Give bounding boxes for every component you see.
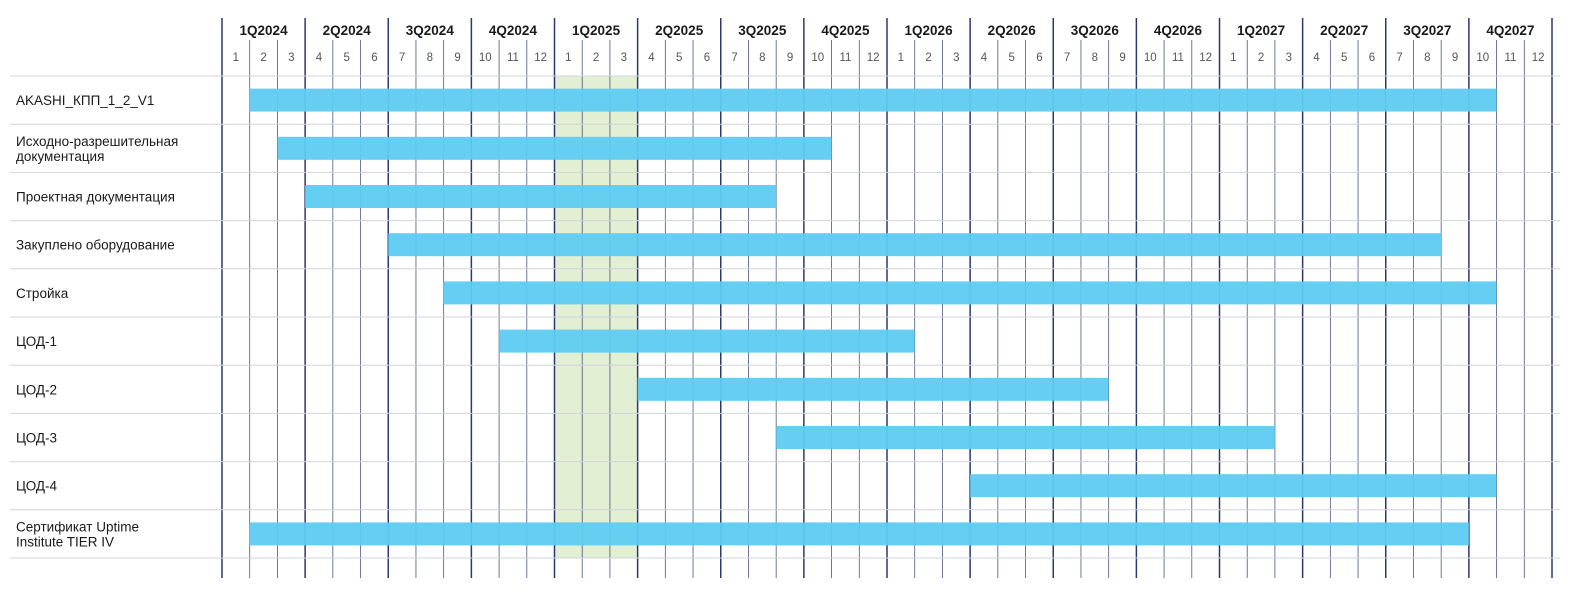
quarter-label: 2Q2024	[323, 23, 372, 38]
month-label: 5	[343, 52, 349, 64]
task-label: Проектная документация	[16, 190, 175, 205]
month-label: 8	[427, 52, 433, 64]
month-label: 3	[1286, 52, 1292, 64]
task-bar	[970, 474, 1497, 498]
month-label: 8	[1424, 52, 1430, 64]
month-label: 8	[759, 52, 765, 64]
quarter-label: 3Q2026	[1071, 23, 1120, 38]
quarter-label: 4Q2026	[1154, 23, 1203, 38]
month-label: 1	[898, 52, 904, 64]
month-label: 4	[316, 52, 323, 64]
month-label: 5	[1008, 52, 1014, 64]
month-label: 4	[981, 52, 988, 64]
month-label: 3	[953, 52, 959, 64]
month-label: 12	[1199, 52, 1212, 64]
month-label: 11	[1172, 52, 1184, 64]
quarter-label: 4Q2024	[489, 23, 538, 38]
month-label: 6	[704, 52, 710, 64]
month-label: 12	[534, 52, 547, 64]
quarter-label: 2Q2026	[988, 23, 1037, 38]
quarter-label: 4Q2027	[1486, 23, 1534, 38]
month-label: 4	[648, 52, 655, 64]
month-label: 10	[811, 52, 824, 64]
month-label: 7	[1064, 52, 1070, 64]
month-label: 5	[1341, 52, 1347, 64]
quarter-label: 2Q2025	[655, 23, 704, 38]
quarter-label: 1Q2024	[240, 23, 289, 38]
task-bar	[499, 329, 915, 353]
quarter-label: 3Q2025	[738, 23, 787, 38]
month-label: 9	[454, 52, 460, 64]
month-label: 8	[1092, 52, 1098, 64]
month-label: 10	[1144, 52, 1157, 64]
task-label: ЦОД-3	[16, 431, 57, 446]
task-label: ЦОД-1	[16, 334, 57, 349]
month-label: 2	[593, 52, 599, 64]
month-label: 10	[479, 52, 492, 64]
month-label: 12	[1532, 52, 1545, 64]
task-label: ЦОД-2	[16, 382, 57, 397]
task-bar	[388, 233, 1442, 257]
month-label: 11	[507, 52, 519, 64]
month-label: 1	[233, 52, 239, 64]
month-label: 12	[867, 52, 880, 64]
task-bar	[637, 377, 1109, 401]
quarter-label: 1Q2027	[1237, 23, 1285, 38]
month-label: 7	[399, 52, 405, 64]
month-label: 2	[1258, 52, 1264, 64]
month-label: 6	[1369, 52, 1375, 64]
task-bar	[305, 185, 777, 208]
task-bar	[249, 88, 1497, 112]
quarter-label: 1Q2026	[905, 23, 954, 38]
month-label: 2	[260, 52, 266, 64]
month-label: 2	[925, 52, 931, 64]
task-label: Стройка	[16, 286, 69, 301]
task-bar	[443, 281, 1497, 305]
month-label: 3	[621, 52, 627, 64]
quarter-label: 2Q2027	[1320, 23, 1368, 38]
quarter-label: 1Q2025	[572, 23, 621, 38]
month-label: 6	[1036, 52, 1042, 64]
month-label: 3	[288, 52, 294, 64]
task-label: Исходно-разрешительная документация	[16, 134, 178, 164]
quarter-label: 3Q2024	[406, 23, 455, 38]
quarter-label: 4Q2025	[821, 23, 870, 38]
month-label: 5	[676, 52, 682, 64]
month-label: 11	[1504, 52, 1516, 64]
task-label: ЦОД-4	[16, 479, 58, 494]
month-label: 4	[1313, 52, 1320, 64]
task-label: Закуплено оборудование	[16, 238, 175, 253]
month-label: 1	[565, 52, 571, 64]
month-label: 11	[839, 52, 851, 64]
task-bar	[249, 522, 1469, 546]
task-label: Сертификат Uptime Institute TIER IV	[16, 519, 139, 549]
task-label: AKASHI_КПП_1_2_V1	[16, 93, 154, 108]
month-label: 1	[1230, 52, 1236, 64]
quarter-label: 3Q2027	[1403, 23, 1451, 38]
month-label: 6	[371, 52, 377, 64]
month-label: 7	[1396, 52, 1402, 64]
month-label: 9	[787, 52, 793, 64]
task-bar	[277, 136, 832, 160]
task-bar	[776, 426, 1275, 449]
month-label: 7	[731, 52, 737, 64]
month-label: 9	[1119, 52, 1125, 64]
month-label: 9	[1452, 52, 1458, 64]
month-label: 10	[1476, 52, 1489, 64]
